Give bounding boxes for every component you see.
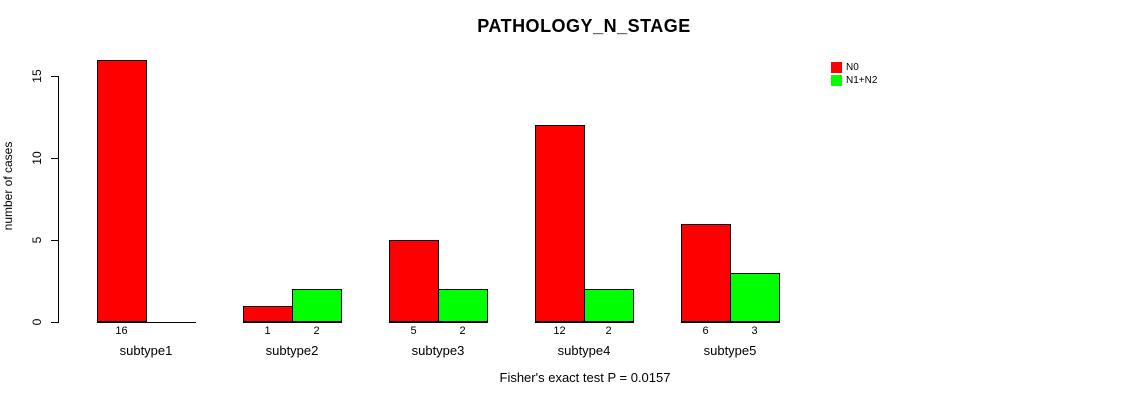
bar-value-label: 16	[115, 325, 128, 337]
bar-value-label: 6	[702, 325, 709, 337]
category-label: subtype4	[557, 343, 611, 358]
bar-value-label: 3	[751, 325, 758, 337]
group-baseline	[243, 322, 342, 323]
category-label: subtype2	[265, 343, 319, 358]
y-axis-label: number of cases	[1, 141, 15, 231]
bar-n1n2-subtype2	[292, 289, 342, 322]
y-axis-line	[58, 76, 59, 323]
legend-row: N1+N2	[831, 75, 877, 86]
legend: N0 N1+N2	[831, 62, 877, 86]
y-tick	[51, 76, 58, 77]
y-tick-label: 10	[30, 151, 44, 165]
bar-value-label: 2	[605, 325, 612, 337]
bar-value-label: 2	[459, 325, 466, 337]
legend-swatch-n1n2	[831, 75, 842, 86]
bar-n0-subtype1	[97, 60, 147, 322]
bar-value-label: 2	[313, 325, 320, 337]
bar-n1n2-subtype3	[438, 289, 488, 322]
bar-n0-subtype5	[681, 224, 731, 322]
y-tick	[51, 240, 58, 241]
y-tick	[51, 322, 58, 323]
bar-value-label: 5	[410, 325, 417, 337]
group-baseline	[389, 322, 488, 323]
group-baseline	[97, 322, 196, 323]
category-label: subtype3	[411, 343, 465, 358]
legend-row: N0	[831, 62, 877, 73]
y-tick-label: 15	[30, 69, 44, 83]
legend-swatch-n0	[831, 62, 842, 73]
y-tick-label: 0	[30, 318, 44, 326]
y-tick-label: 5	[30, 236, 44, 244]
y-tick	[51, 158, 58, 159]
bar-n1n2-subtype5	[730, 273, 780, 322]
chart-title: PATHOLOGY_N_STAGE	[477, 16, 691, 36]
bar-n0-subtype2	[243, 306, 293, 322]
bar-value-label: 1	[264, 325, 271, 337]
fisher-test-annotation: Fisher's exact test P = 0.0157	[499, 370, 671, 385]
bar-n0-subtype3	[389, 240, 439, 322]
category-label: subtype1	[119, 343, 173, 358]
bar-value-label: 12	[553, 325, 566, 337]
legend-label: N0	[846, 62, 859, 73]
group-baseline	[681, 322, 780, 323]
bar-n0-subtype4	[535, 125, 585, 322]
category-label: subtype5	[703, 343, 757, 358]
legend-label: N1+N2	[846, 75, 878, 86]
group-baseline	[535, 322, 634, 323]
bar-n1n2-subtype4	[584, 289, 634, 322]
